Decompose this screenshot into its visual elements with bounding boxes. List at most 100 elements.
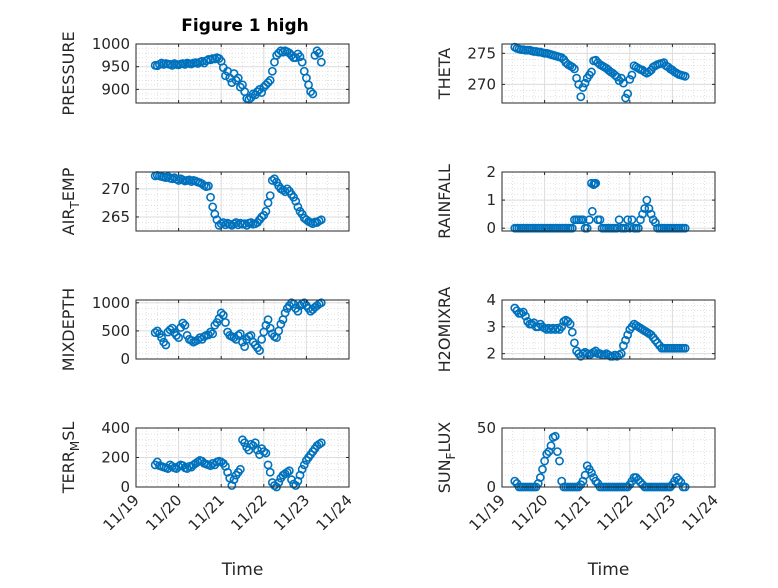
data-point xyxy=(650,218,660,227)
x-tick-label: 11/19 xyxy=(466,491,509,534)
data-point xyxy=(640,204,650,213)
data-point xyxy=(580,78,590,88)
data-point xyxy=(180,320,190,330)
axes-box xyxy=(135,43,350,104)
y-axis-label: PRESSURE xyxy=(59,31,78,115)
data-point xyxy=(625,75,635,84)
y-axis-label-subscript: F xyxy=(444,452,458,459)
data-point xyxy=(619,78,628,88)
data-point xyxy=(623,330,633,340)
y-tick-label: 275 xyxy=(467,44,496,62)
y-axis-label: H2OMIXRA xyxy=(435,287,454,373)
data-point xyxy=(578,215,588,225)
data-point xyxy=(316,298,326,308)
data-point xyxy=(578,83,588,92)
data-point xyxy=(265,75,275,85)
data-point xyxy=(233,73,243,83)
data-point xyxy=(557,53,567,63)
data-point xyxy=(584,215,594,225)
data-point xyxy=(619,341,628,350)
data-point xyxy=(621,93,630,103)
data-point xyxy=(291,196,301,206)
data-point xyxy=(206,192,215,202)
y-tick-label: 500 xyxy=(101,322,130,340)
axes-box xyxy=(501,427,716,488)
y-tick-label: 270 xyxy=(101,180,130,198)
data-point xyxy=(231,75,241,85)
y-axis-label: RAINFALL xyxy=(435,164,454,239)
x-tick-label: 11/21 xyxy=(185,491,228,534)
data-point xyxy=(570,64,579,74)
data-point xyxy=(576,92,586,102)
data-point xyxy=(176,323,186,332)
data-point xyxy=(646,209,656,219)
data-point xyxy=(310,50,320,60)
y-tick-label: 1 xyxy=(486,191,496,209)
x-tick-label: 11/24 xyxy=(313,491,356,534)
x-tick-label: 11/23 xyxy=(636,491,679,534)
y-tick-label: 0 xyxy=(486,478,496,496)
data-point xyxy=(172,330,181,340)
data-point xyxy=(233,330,243,340)
data-point xyxy=(614,76,624,86)
figure-title: Figure 1 high xyxy=(181,16,309,36)
data-point xyxy=(253,87,262,97)
subplot-h2omixra: 2 3 4 H2OMIXRA xyxy=(435,287,716,373)
data-point xyxy=(255,346,264,355)
data-point xyxy=(229,333,239,343)
y-tick-label: 3 xyxy=(486,318,496,336)
data-point xyxy=(555,456,564,466)
y-axis-label-subscript: T xyxy=(68,201,82,210)
plot-area xyxy=(501,171,716,232)
data-point xyxy=(265,191,275,200)
data-point xyxy=(633,475,643,485)
data-point xyxy=(542,449,552,459)
y-tick-label: 0 xyxy=(120,478,130,496)
y-tick-label: 950 xyxy=(101,58,130,76)
subplot-mixdepth: 0 500 1000 MIXDEPTH xyxy=(59,288,350,371)
subplot-theta: 270 275 THETA xyxy=(435,42,716,104)
data-point xyxy=(316,57,326,67)
axes-box xyxy=(501,171,716,232)
y-tick-label: 1000 xyxy=(92,294,130,312)
y-axis-label: SUNFLUX xyxy=(435,422,458,494)
data-point xyxy=(314,48,324,58)
data-point xyxy=(644,67,654,77)
y-axis-label: THETA xyxy=(435,48,454,100)
data-point xyxy=(621,223,630,233)
data-point xyxy=(674,475,684,485)
data-point xyxy=(316,438,326,448)
data-point xyxy=(206,327,215,337)
data-point xyxy=(282,184,292,194)
axes-box xyxy=(135,171,350,232)
data-point xyxy=(550,431,560,441)
subplot-air-temp: 265 270 AIRTEMP xyxy=(59,167,350,235)
data-point xyxy=(182,464,192,473)
data-point xyxy=(616,349,626,359)
data-point xyxy=(267,66,277,76)
data-point xyxy=(633,223,643,233)
data-point xyxy=(565,319,575,329)
data-point xyxy=(680,223,690,233)
data-point xyxy=(631,473,641,482)
y-axis-label-part: LUX xyxy=(435,422,454,453)
data-point xyxy=(623,89,633,99)
data-point xyxy=(206,461,215,471)
data-point xyxy=(616,73,626,83)
data-point xyxy=(161,340,171,350)
data-point xyxy=(538,464,547,474)
data-point xyxy=(284,466,294,476)
x-axis-label: Time xyxy=(221,560,264,580)
data-point xyxy=(623,215,633,225)
data-point xyxy=(204,181,213,191)
data-point xyxy=(627,70,637,80)
data-point xyxy=(265,467,275,477)
data-point xyxy=(680,343,690,353)
data-point xyxy=(235,464,245,474)
data-point xyxy=(570,338,579,348)
data-point xyxy=(587,468,596,478)
data-point xyxy=(636,215,645,225)
data-point xyxy=(672,473,682,482)
